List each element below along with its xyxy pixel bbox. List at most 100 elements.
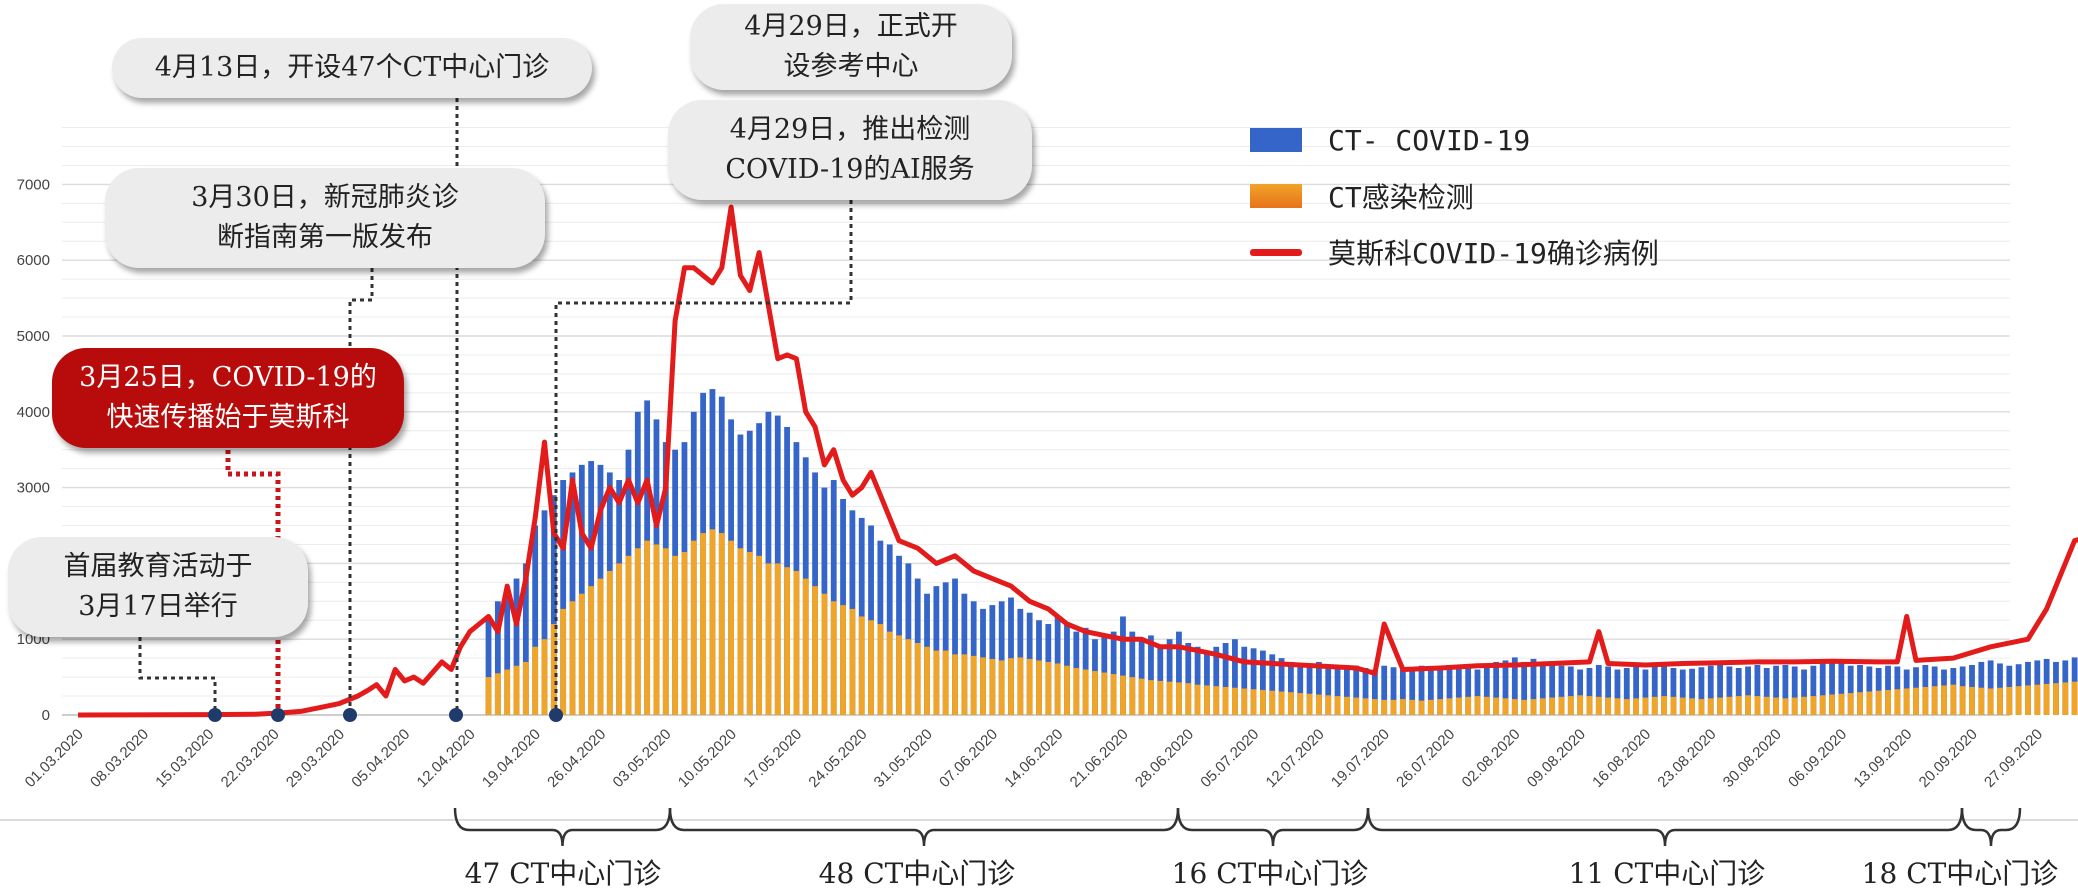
bar-ct-infection — [970, 655, 977, 715]
bar-ct-covid — [1427, 666, 1434, 715]
bar-ct-infection — [1493, 697, 1500, 715]
bar-ct-infection — [1110, 674, 1117, 715]
bar-ct-infection — [1474, 696, 1481, 715]
bar-ct-infection — [1521, 699, 1528, 715]
bar-ct-infection — [1390, 699, 1397, 715]
x-tick-label: 19.04.2020 — [479, 726, 544, 791]
event-marker — [549, 708, 563, 722]
x-tick-label: 26.04.2020 — [544, 726, 609, 791]
bar-ct-covid — [1782, 664, 1789, 715]
bar-ct-infection — [1129, 677, 1136, 715]
annotation-reference-center: 4月29日，正式开 设参考中心 — [690, 4, 1012, 90]
bar-ct-infection — [606, 570, 613, 715]
bar-ct-covid — [1521, 661, 1528, 715]
bar-ct-infection — [1036, 660, 1042, 715]
bar-ct-infection — [1371, 699, 1378, 715]
bar-ct-covid — [560, 480, 567, 715]
annotation-connector — [554, 200, 853, 714]
x-tick-label: 02.08.2020 — [1459, 726, 1524, 791]
bar-ct-covid — [578, 464, 585, 715]
x-tick-label: 15.03.2020 — [152, 726, 217, 791]
bar-ct-infection — [1278, 691, 1285, 715]
bar-ct-infection — [560, 608, 567, 715]
segment-label-48: 48 CT中心门诊 — [818, 857, 1016, 890]
legend-item-moscow-cases: 莫斯科COVID-19确诊病例 — [1250, 224, 1659, 280]
segment-bracket — [1176, 807, 1370, 847]
bar-ct-covid — [1810, 665, 1817, 715]
bar-ct-infection — [756, 555, 762, 715]
bar-ct-infection — [1717, 697, 1723, 715]
bar-ct-covid — [1353, 665, 1360, 715]
bar-ct-infection — [830, 601, 837, 715]
bar-ct-infection — [1651, 696, 1658, 715]
bar-ct-infection — [1670, 696, 1677, 715]
bar-ct-covid — [1455, 666, 1462, 715]
bar-ct-infection — [746, 552, 753, 715]
bar-ct-infection — [1539, 698, 1546, 715]
bar-ct-infection — [774, 563, 781, 715]
bar-ct-infection — [1577, 695, 1584, 715]
bar-ct-infection — [924, 646, 930, 715]
bar-ct-infection — [504, 669, 511, 715]
bar-ct-covid — [1315, 661, 1322, 715]
annotation-connector — [348, 268, 374, 714]
bar-ct-covid — [1176, 631, 1182, 715]
bar-ct-infection — [1931, 686, 1938, 715]
legend-label: CT- COVID-19 — [1328, 123, 1531, 157]
bar-ct-covid — [513, 578, 520, 715]
bar-ct-infection — [1941, 685, 1947, 715]
legend-item-ct-infection: CT感染检测 — [1250, 168, 1659, 224]
bar-ct-covid — [1549, 663, 1556, 715]
x-tick-label: 13.09.2020 — [1850, 726, 1915, 791]
bar-ct-covid — [858, 517, 865, 715]
bar-ct-infection — [690, 540, 697, 715]
segment-brackets — [453, 807, 2022, 847]
bar-ct-infection — [2034, 684, 2041, 715]
bar-ct-infection — [877, 624, 884, 715]
bar-ct-infection — [980, 657, 986, 715]
bar-ct-infection — [793, 570, 800, 715]
bar-ct-covid — [1577, 669, 1584, 715]
x-tick-label: 23.08.2020 — [1654, 726, 1719, 791]
bar-ct-covid — [1278, 658, 1285, 715]
bar-ct-covid — [1838, 663, 1845, 715]
bar-ct-covid — [504, 593, 511, 715]
segment-bracket — [453, 807, 672, 847]
bar-ct-infection — [812, 586, 818, 715]
bar-ct-infection — [1054, 663, 1061, 715]
bar-ct-infection — [868, 620, 874, 715]
bar-ct-covid — [1213, 646, 1220, 715]
bar-ct-infection — [1045, 661, 1052, 715]
bar-ct-infection — [1455, 697, 1462, 715]
bar-ct-covid — [1288, 661, 1294, 715]
bar-ct-infection — [1791, 697, 1798, 715]
bar-ct-covid — [532, 525, 539, 715]
bar-ct-covid — [541, 510, 548, 715]
bar-ct-infection — [1633, 698, 1640, 715]
bar-ct-covid — [998, 601, 1005, 715]
x-tick-label: 26.07.2020 — [1393, 726, 1458, 791]
grid-lines — [62, 127, 2010, 716]
x-tick-label: 12.07.2020 — [1263, 726, 1328, 791]
bar-ct-infection — [1381, 699, 1388, 715]
bar-ct-infection — [2071, 681, 2078, 715]
bar-ct-covid — [1670, 668, 1677, 715]
bar-ct-infection — [522, 661, 529, 715]
bar-ct-covid — [522, 563, 529, 715]
bar-ct-infection — [1465, 696, 1472, 715]
annotation-ai-service: 4月29日，推出检测 COVID-19的AI服务 — [668, 100, 1032, 200]
bar-ct-infection — [625, 555, 632, 715]
segment-label-11: 11 CT中心门诊 — [1568, 857, 1766, 890]
x-tick-label: 30.08.2020 — [1720, 726, 1785, 791]
annotation-connector — [138, 637, 217, 714]
bar-ct-infection — [634, 548, 641, 715]
bar-ct-infection — [1269, 690, 1276, 715]
bar-ct-infection — [1707, 698, 1714, 715]
bar-ct-covid — [1987, 660, 1994, 715]
bar-ct-covid — [1232, 639, 1238, 715]
bar-ct-covid — [1717, 664, 1723, 715]
y-tick-label: 5000 — [17, 328, 50, 345]
bar-ct-infection — [998, 660, 1005, 715]
bar-ct-infection — [1959, 686, 1966, 715]
bar-ct-infection — [1502, 698, 1509, 715]
